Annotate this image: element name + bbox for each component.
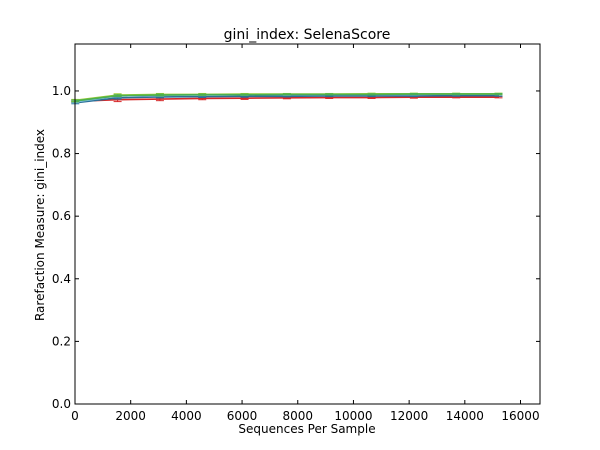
x-tick-label: 10000 bbox=[334, 409, 372, 423]
axis-ticks: 0 2000 4000 6000 8000 10000 12000 14000 16000 0.0… bbox=[52, 44, 540, 423]
x-tick-label: 2000 bbox=[115, 409, 146, 423]
y-tick-label: 0.0 bbox=[52, 397, 71, 411]
plot-area bbox=[71, 43, 541, 405]
x-tick-label: 12000 bbox=[390, 409, 428, 423]
x-tick-label: 6000 bbox=[227, 409, 258, 423]
y-tick-label: 1.0 bbox=[52, 84, 71, 98]
x-tick-label: 0 bbox=[71, 409, 79, 423]
y-tick-label: 0.6 bbox=[52, 209, 71, 223]
plot-background bbox=[75, 44, 540, 404]
x-tick-label: 8000 bbox=[282, 409, 313, 423]
x-tick-label: 14000 bbox=[446, 409, 484, 423]
chart-title: gini_index: SelenaScore bbox=[224, 27, 391, 43]
y-tick-label: 0.8 bbox=[52, 147, 71, 161]
x-tick-label: 4000 bbox=[171, 409, 202, 423]
x-tick-label: 16000 bbox=[501, 409, 539, 423]
y-tick-label: 0.2 bbox=[52, 334, 71, 348]
y-tick-label: 0.4 bbox=[52, 272, 71, 286]
x-axis-label: Sequences Per Sample bbox=[238, 422, 375, 436]
plot-frame bbox=[74, 43, 541, 405]
y-axis-label: Rarefaction Measure: gini_index bbox=[33, 129, 47, 321]
